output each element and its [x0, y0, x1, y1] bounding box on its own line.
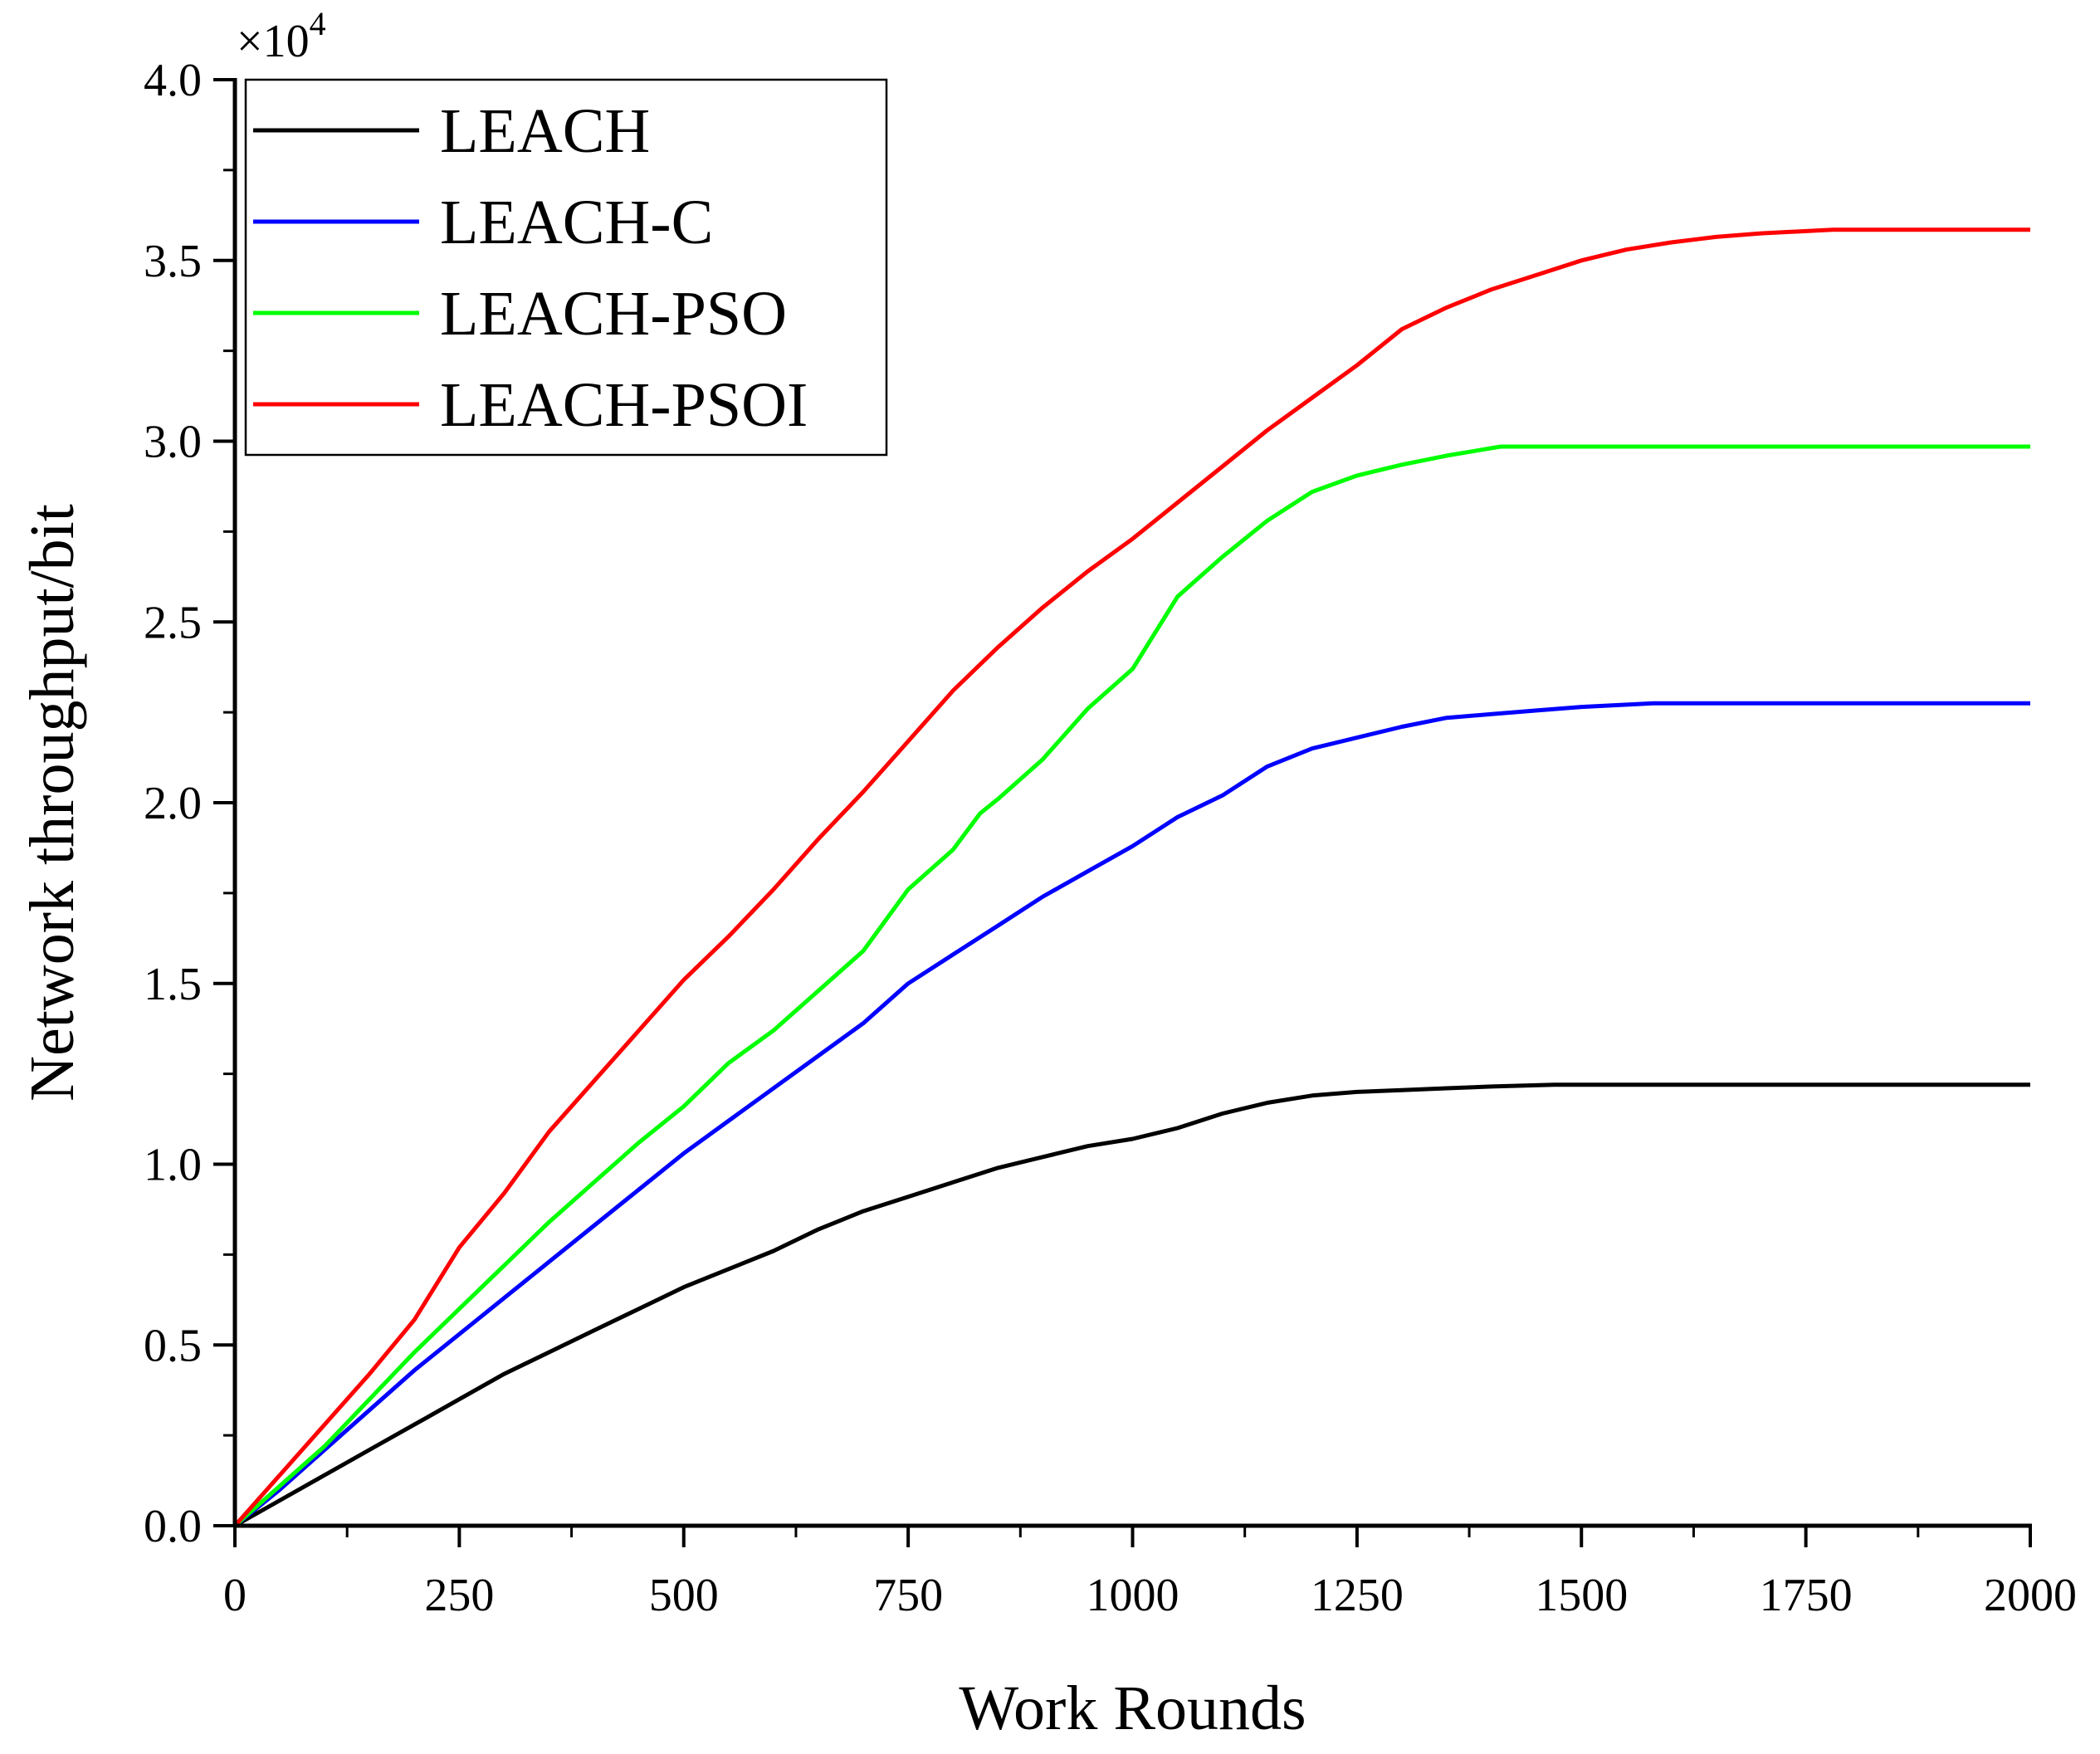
- legend: LEACH LEACH-C LEACH-PSO LEACH-PSOI: [244, 78, 888, 457]
- y-multiplier-base: ×10: [237, 16, 310, 67]
- series-line-0: [233, 1082, 2030, 1528]
- y-tick-label: 4.0: [144, 55, 202, 106]
- legend-label: LEACH: [440, 96, 650, 166]
- x-tick-label: 1250: [1311, 1570, 1404, 1621]
- x-tick-label: 1000: [1087, 1570, 1179, 1621]
- y-tick-label: 2.0: [144, 778, 202, 829]
- x-tick-label: 1750: [1760, 1570, 1853, 1621]
- y-tick-label: 1.5: [144, 959, 202, 1010]
- y-tick-label: 3.0: [144, 417, 202, 468]
- x-tick-label: 1500: [1535, 1570, 1628, 1621]
- legend-label: LEACH-PSO: [440, 279, 787, 349]
- y-axis-title: Network throughput/bit: [17, 504, 87, 1102]
- y-ticks: 0.0 0.5 1.0 1.5 2.0 2.5 3.0 3.5 4.0: [144, 55, 235, 1552]
- x-tick-label: 250: [424, 1570, 494, 1621]
- y-multiplier-exponent: 4: [310, 5, 326, 42]
- y-tick-label: 1.0: [144, 1140, 202, 1191]
- y-tick-label: 2.5: [144, 597, 202, 648]
- series-line-1: [233, 701, 2030, 1527]
- y-tick-label: 0.5: [144, 1320, 202, 1371]
- series-line-2: [233, 444, 2030, 1527]
- series-line-3: [233, 227, 2030, 1527]
- y-tick-label: 3.5: [144, 236, 202, 287]
- legend-label: LEACH-PSOI: [440, 370, 808, 440]
- y-axis-multiplier: ×104: [237, 5, 326, 67]
- x-ticks: 0 250 500 750 1000 1250 1500 1750 2000: [223, 1526, 2077, 1621]
- y-tick-label: 0.0: [144, 1501, 202, 1552]
- x-axis-title: Work Rounds: [959, 1673, 1306, 1743]
- legend-box: [244, 78, 888, 457]
- x-tick-label: 750: [873, 1570, 943, 1621]
- x-tick-label: 500: [649, 1570, 719, 1621]
- plot-lines: [233, 227, 2030, 1528]
- legend-label: LEACH-C: [440, 188, 713, 257]
- x-tick-label: 2000: [1984, 1570, 2077, 1621]
- x-tick-label: 0: [223, 1570, 247, 1621]
- axes: 0 250 500 750 1000 1250 1500 1750 2000 0.0 0.5 1.0…: [144, 55, 2077, 1621]
